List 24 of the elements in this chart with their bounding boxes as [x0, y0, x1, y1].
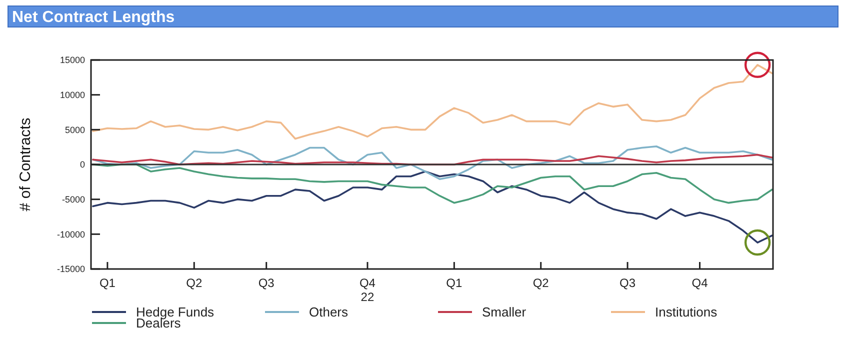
legend-label: Institutions [655, 304, 718, 320]
y-axis-title: # of Contracts [17, 118, 34, 212]
y-tick-label: 15000 [60, 55, 85, 66]
y-tick-label: -15000 [56, 264, 85, 274]
x-tick-label: Q4 22 [359, 276, 376, 304]
chart-title: Net Contract Lengths [12, 9, 175, 26]
legend-label: Hedge Funds [136, 304, 215, 320]
line-series [92, 145, 773, 180]
x-tick-label: Q1 [446, 276, 462, 290]
y-tick-label: 10000 [60, 90, 85, 100]
legend-label: Smaller [482, 304, 527, 320]
y-tick-label: -10000 [56, 229, 85, 240]
legend-label: Others [309, 304, 349, 320]
x-tick-label: Q1 [99, 276, 116, 290]
y-tick-label: 5000 [64, 124, 85, 135]
x-tick-label: Q2 [532, 276, 550, 290]
line-series [92, 164, 773, 204]
x-tick-label: Q3 [620, 276, 636, 290]
y-tick-label: 0 [80, 160, 85, 170]
y-tick-label: -5000 [62, 194, 85, 204]
x-tick-label: Q4 [692, 276, 708, 290]
line-series [92, 154, 773, 166]
x-tick-label: Q2 [186, 276, 202, 290]
x-tick-label: Q3 [258, 276, 275, 290]
